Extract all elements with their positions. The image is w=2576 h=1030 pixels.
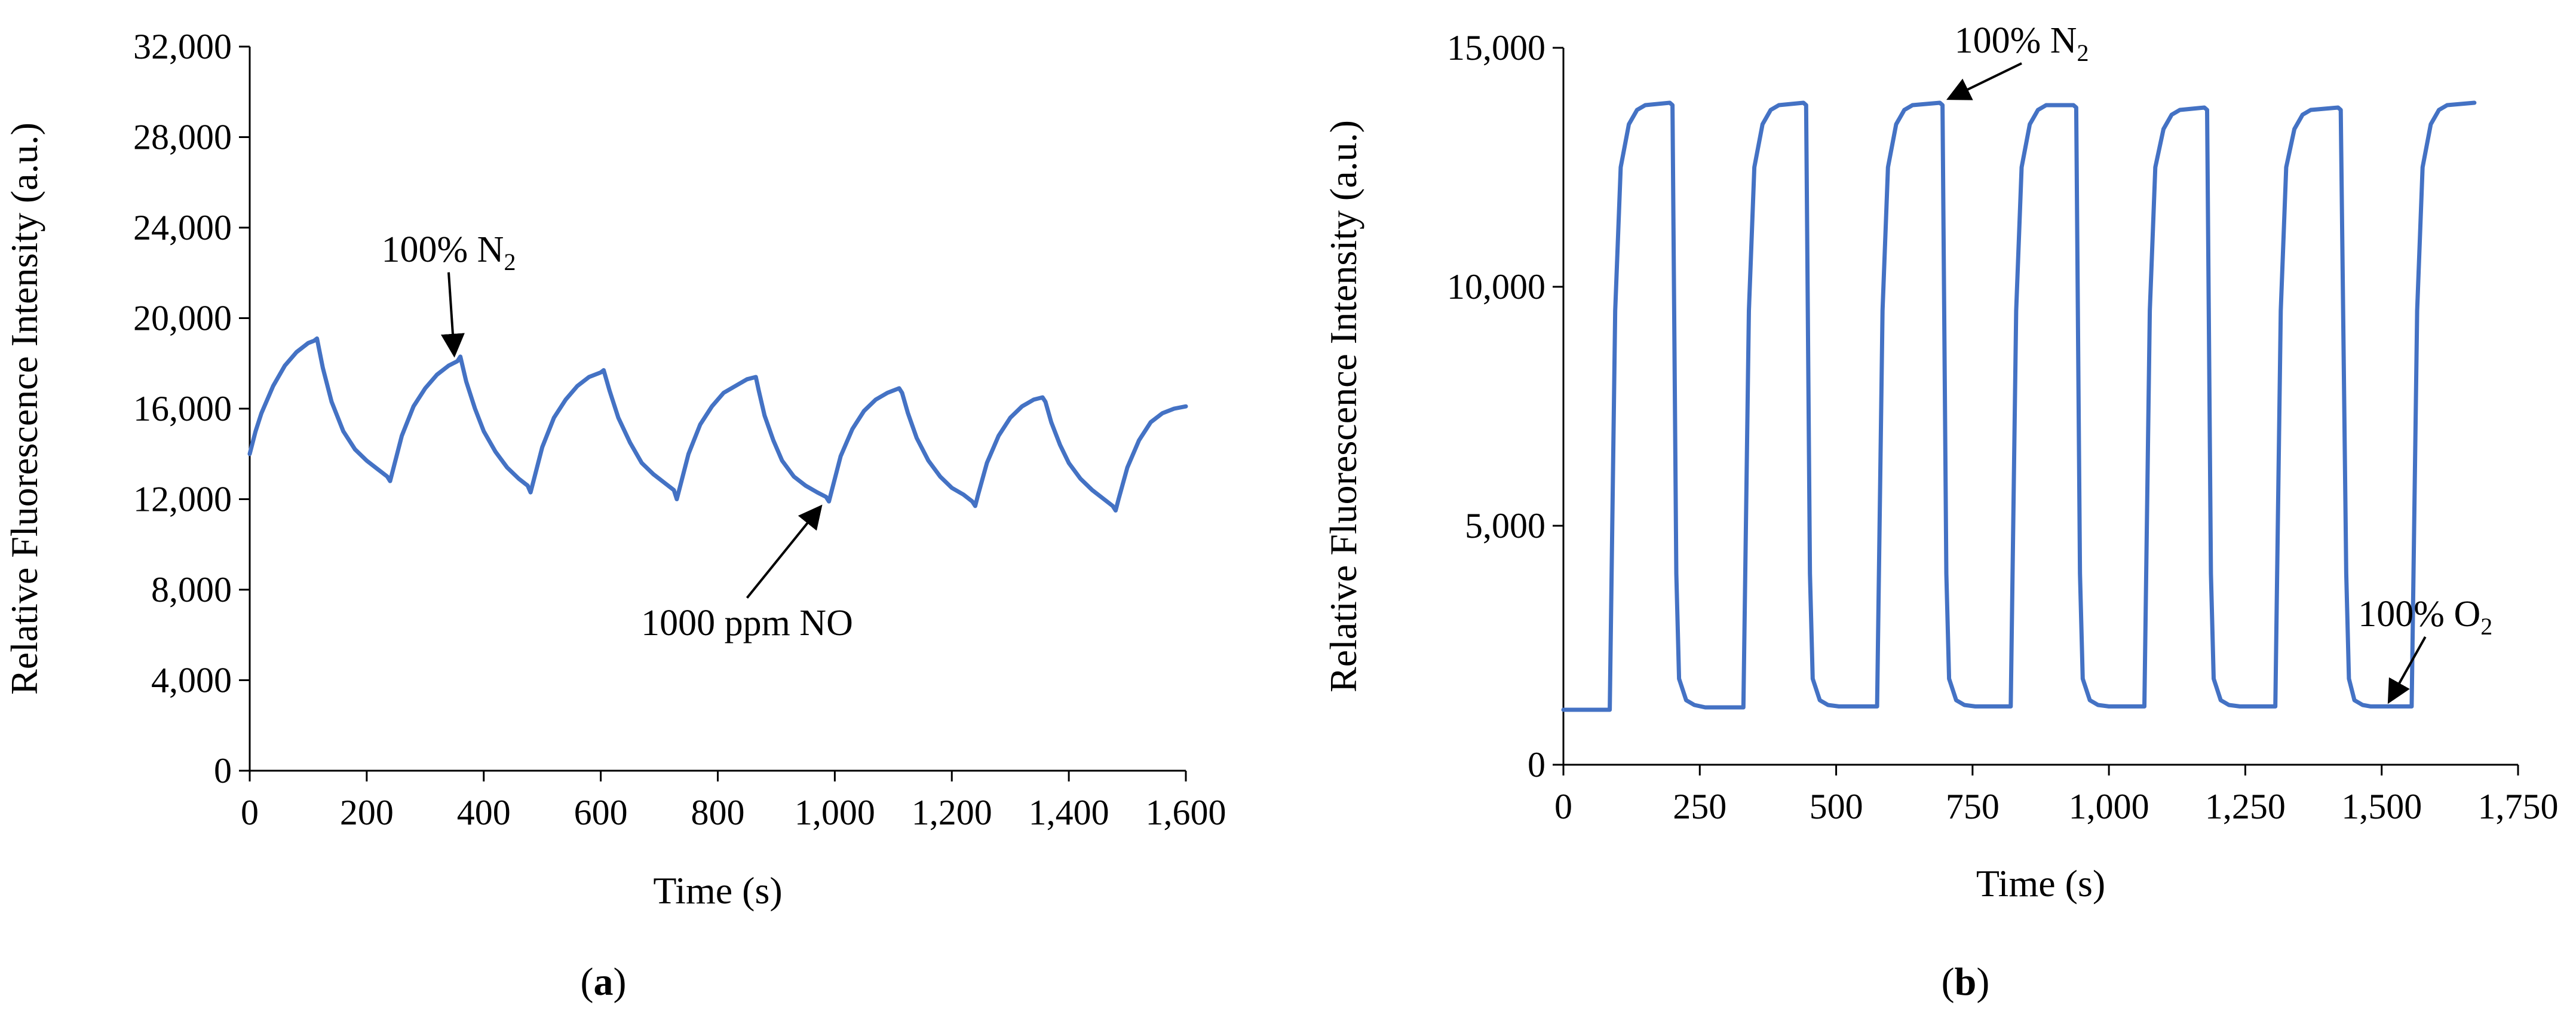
y-tick-label: 0 [1528,745,1545,784]
annotation-subscript: 2 [504,249,516,275]
x-axis-label: Time (s) [653,869,782,912]
annotation-label: 100% O2 [2358,594,2492,640]
y-axis-label: Relative Fluorescence Intensity (a.u.) [3,122,45,695]
y-tick-label: 10,000 [1447,267,1545,306]
x-tick-label: 250 [1673,787,1726,826]
series-line [247,336,1188,513]
y-tick-label: 16,000 [133,389,232,428]
annotation-arrow [1946,62,2022,100]
y-tick-label: 4,000 [151,661,232,700]
x-tick-label: 1,000 [795,793,875,832]
annotation-subscript: 2 [2480,613,2492,640]
panel-label: (a) [581,960,627,1004]
panel-label: (b) [1942,960,1990,1004]
series-line [1561,100,2477,712]
annotation-label: 100% N2 [382,229,516,275]
x-tick-label: 1,600 [1146,793,1226,832]
x-tick-label: 600 [574,793,628,832]
annotation-arrow [440,272,465,358]
x-tick-label: 500 [1810,787,1863,826]
annotation-arrow [2387,636,2427,704]
x-axis-label: Time (s) [1976,862,2105,905]
annotation-subscript: 2 [2077,39,2089,66]
chart-panel-b: 0 5,000 10,000 15,000 0 250 500 750 1,000 1,250 1,… [1322,20,2559,1004]
y-tick-label: 12,000 [133,480,232,519]
y-tick-label: 5,000 [1465,506,1545,545]
y-tick-label: 15,000 [1447,28,1545,68]
y-tick-label: 8,000 [151,570,232,609]
y-tick-label: 0 [214,751,232,790]
x-tick-label: 0 [1554,787,1572,826]
x-tick-label: 400 [457,793,511,832]
y-tick-label: 32,000 [133,27,232,66]
x-tick-label: 1,000 [2069,787,2149,826]
x-tick-label: 1,200 [912,793,992,832]
x-tick-label: 750 [1946,787,2000,826]
x-tick-label: 1,250 [2205,787,2286,826]
y-axis-label: Relative Fluorescence Intensity (a.u.) [1322,120,1364,692]
x-tick-label: 1,400 [1029,793,1109,832]
chart-panel-a: 0 4,000 8,000 12,000 16,000 20,000 24,000 28,00… [3,27,1226,1004]
annotation-label: 100% N2 [1955,20,2089,66]
x-tick-label: 0 [241,793,259,832]
y-tick-label: 28,000 [133,118,232,157]
y-tick-label: 24,000 [133,208,232,247]
x-tick-label: 200 [340,793,394,832]
y-tick-label: 20,000 [133,299,232,338]
annotation-arrow [746,504,823,599]
x-tick-label: 1,500 [2341,787,2422,826]
annotation-label: 1000 ppm NO [641,603,853,643]
x-tick-label: 800 [691,793,745,832]
x-tick-label: 1,750 [2478,787,2559,826]
